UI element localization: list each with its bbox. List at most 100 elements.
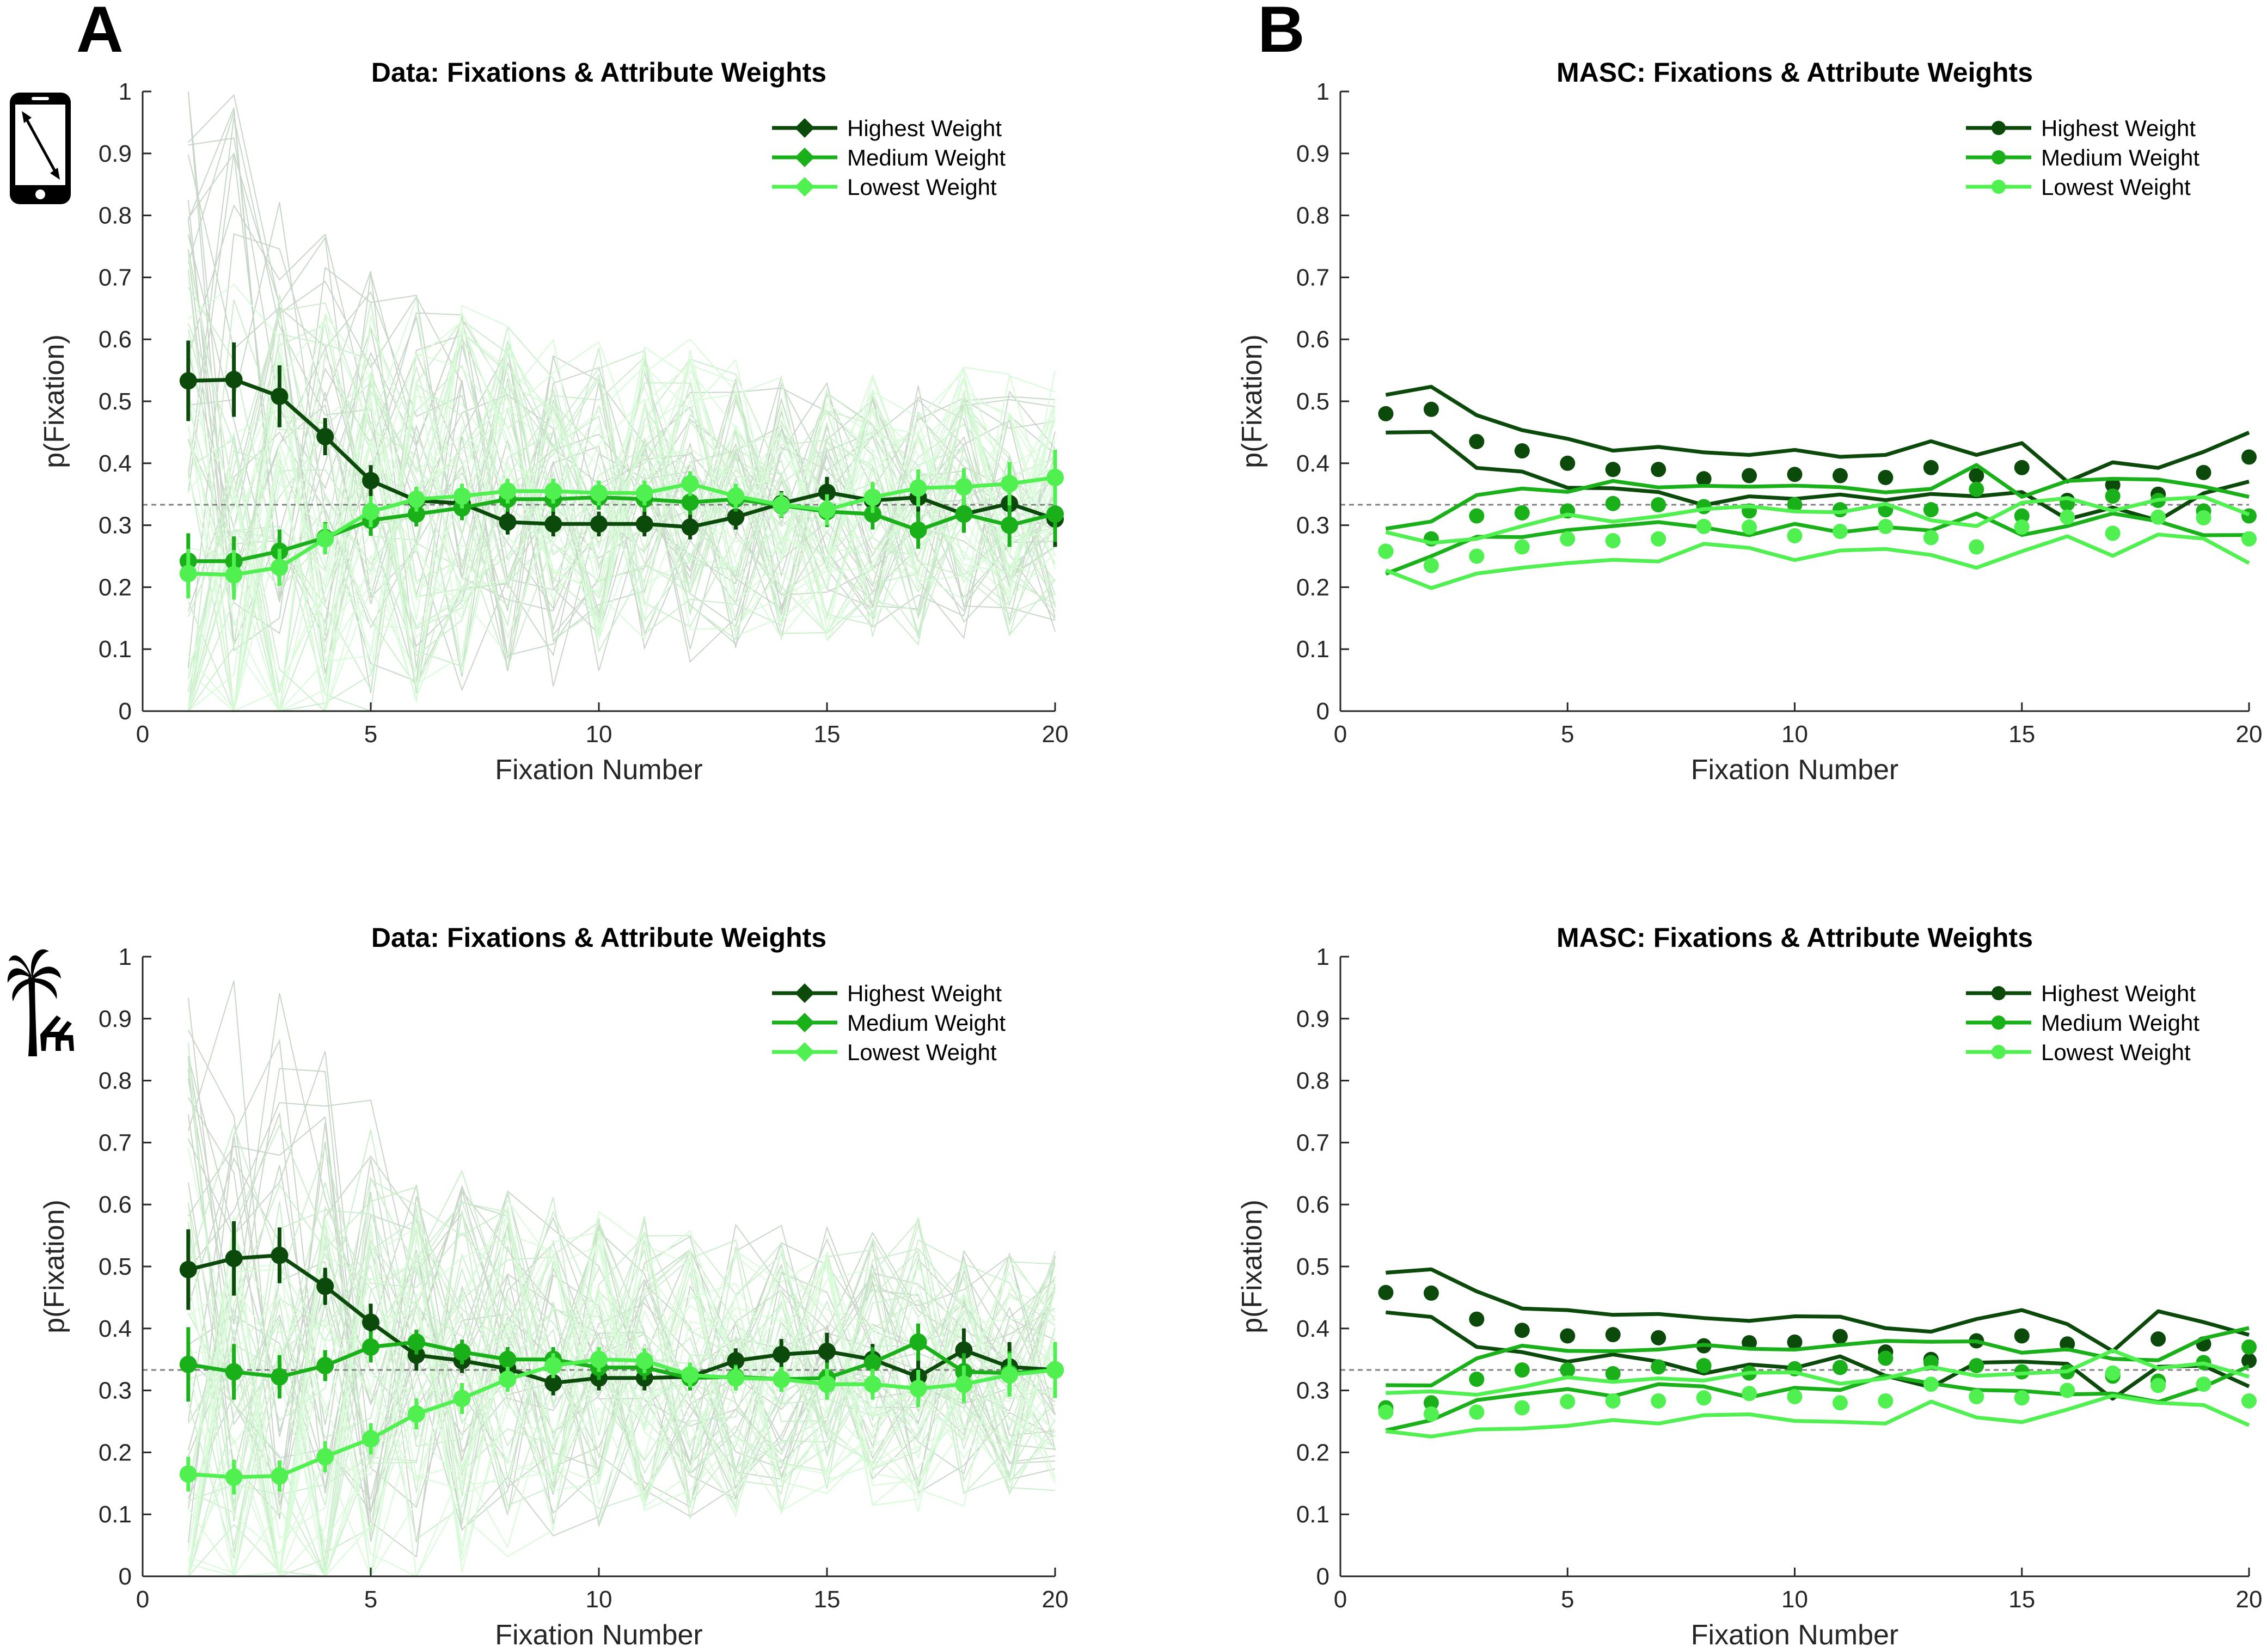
legend: Highest Weight Medium Weight Lowest Weight bbox=[772, 981, 1006, 1065]
x-tick-label: 20 bbox=[2236, 1586, 2263, 1613]
subject-trace bbox=[188, 1213, 1056, 1577]
data-point bbox=[453, 1390, 471, 1408]
legend-marker bbox=[795, 118, 814, 138]
legend-label: Medium Weight bbox=[2041, 145, 2199, 170]
legend-label: Highest Weight bbox=[2041, 115, 2196, 141]
data-point bbox=[2060, 509, 2075, 525]
data-point bbox=[955, 505, 973, 523]
data-point bbox=[1378, 1404, 1394, 1420]
x-tick-label: 10 bbox=[586, 721, 612, 748]
plot-masc-bottom: 0 5 10 15 20 0 0.1 0.2 0.3 0.4 0.5 0.6 0.7 0.8 0.9 1 MAS… bbox=[1236, 922, 2262, 1651]
data-point bbox=[2014, 1390, 2030, 1406]
data-point bbox=[1651, 531, 1666, 547]
subject-trace bbox=[187, 1114, 1056, 1528]
data-point bbox=[635, 1351, 653, 1369]
y-tick-label: 0.4 bbox=[1296, 1316, 1329, 1342]
data-point bbox=[1514, 539, 1530, 555]
data-point bbox=[1514, 1362, 1530, 1378]
data-point bbox=[1605, 1366, 1621, 1381]
subject-trace bbox=[187, 1239, 1056, 1554]
data-point bbox=[1742, 1386, 1757, 1402]
subject-trace bbox=[188, 283, 1056, 634]
data-point bbox=[271, 1467, 289, 1485]
data-point bbox=[453, 487, 471, 505]
data-point bbox=[225, 566, 243, 584]
legend-marker bbox=[1992, 121, 2006, 135]
subject-trace bbox=[188, 1207, 1056, 1514]
data-point bbox=[2241, 449, 2257, 465]
data-point bbox=[955, 1375, 973, 1393]
y-tick-label: 0 bbox=[119, 698, 132, 725]
series-lowest-weight bbox=[1378, 1348, 2257, 1439]
subject-trace bbox=[187, 1147, 1056, 1577]
subject-trace bbox=[188, 338, 1056, 712]
data-point bbox=[1046, 505, 1064, 523]
data-point bbox=[2105, 488, 2121, 504]
y-tick-label: 1 bbox=[1316, 944, 1329, 970]
subject-trace bbox=[187, 339, 1056, 637]
y-tick-label: 0.9 bbox=[99, 140, 132, 167]
data-point bbox=[179, 565, 197, 583]
data-point bbox=[2150, 509, 2166, 525]
legend-label: Lowest Weight bbox=[2041, 174, 2191, 200]
data-point bbox=[773, 496, 791, 514]
data-point bbox=[681, 493, 699, 511]
data-point bbox=[407, 1346, 425, 1364]
subject-trace bbox=[187, 1199, 1056, 1578]
data-point bbox=[362, 1313, 379, 1331]
y-tick-label: 0 bbox=[1316, 698, 1329, 725]
legend-marker bbox=[795, 983, 814, 1003]
subject-trace bbox=[187, 200, 1056, 652]
data-point bbox=[2014, 1328, 2030, 1344]
data-point bbox=[1742, 519, 1757, 535]
subject-trace bbox=[187, 311, 1056, 713]
x-tick-label: 15 bbox=[814, 1586, 841, 1613]
data-point bbox=[362, 503, 379, 521]
subject-trace bbox=[187, 152, 1056, 632]
subject-trace bbox=[187, 254, 1056, 712]
data-point bbox=[1560, 1394, 1576, 1410]
data-point bbox=[773, 1345, 791, 1363]
data-point bbox=[1696, 1358, 1712, 1374]
data-point bbox=[1742, 468, 1757, 484]
data-point bbox=[1605, 533, 1621, 549]
data-point bbox=[407, 505, 425, 523]
legend-marker bbox=[1992, 986, 2006, 1000]
data-point bbox=[1469, 548, 1485, 564]
data-point bbox=[727, 487, 745, 505]
data-point bbox=[316, 530, 334, 548]
data-point bbox=[362, 472, 379, 490]
chart-title: Data: Fixations & Attribute Weights bbox=[371, 922, 826, 953]
data-point bbox=[590, 1350, 608, 1368]
y-tick-label: 1 bbox=[119, 78, 132, 105]
y-tick-label: 0.1 bbox=[1296, 1501, 1329, 1528]
data-point bbox=[1378, 543, 1394, 559]
data-point bbox=[271, 1246, 289, 1264]
data-point bbox=[1001, 1366, 1019, 1384]
x-tick-label: 15 bbox=[2008, 1586, 2035, 1613]
y-tick-label: 0.7 bbox=[1296, 264, 1329, 291]
data-point bbox=[1001, 516, 1019, 534]
band-upper-line bbox=[1385, 384, 2250, 484]
subject-trace bbox=[188, 375, 1056, 673]
y-axis-label: p(Fixation) bbox=[39, 1200, 70, 1333]
y-tick-label: 0.7 bbox=[99, 1129, 132, 1156]
data-point bbox=[1423, 1285, 1439, 1301]
y-axis-label: p(Fixation) bbox=[39, 334, 70, 468]
y-tick-label: 0.2 bbox=[1296, 1439, 1329, 1466]
data-point bbox=[955, 1341, 973, 1359]
band-upper-line bbox=[1385, 495, 2250, 545]
subject-trace bbox=[187, 1122, 1056, 1542]
x-tick-label: 5 bbox=[364, 721, 377, 748]
legend: Highest Weight Medium Weight Lowest Weight bbox=[772, 115, 1006, 200]
x-tick-label: 15 bbox=[814, 721, 841, 748]
subject-trace bbox=[187, 1215, 1056, 1577]
subject-trace bbox=[187, 326, 1056, 640]
y-tick-label: 0.8 bbox=[99, 203, 132, 229]
data-point bbox=[1651, 1393, 1666, 1409]
data-point bbox=[1923, 502, 1939, 518]
legend-label: Medium Weight bbox=[847, 1010, 1006, 1036]
data-point bbox=[1923, 530, 1939, 546]
data-point bbox=[2196, 1376, 2211, 1392]
legend-marker bbox=[795, 1042, 814, 1062]
